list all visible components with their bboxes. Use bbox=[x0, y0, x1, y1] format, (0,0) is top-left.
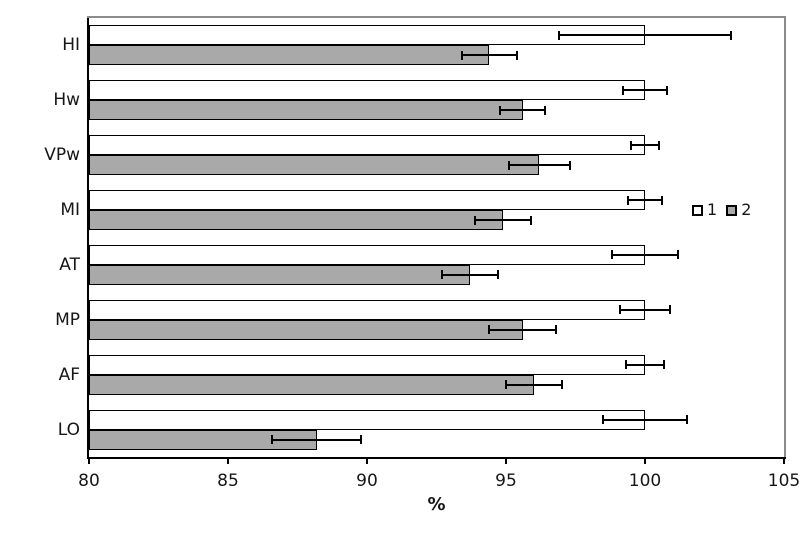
error-bar-cap bbox=[660, 195, 663, 205]
error-bar-cap bbox=[685, 415, 688, 425]
error-bar-cap bbox=[610, 250, 613, 260]
error-bar-cap bbox=[657, 140, 660, 150]
error-bar-line bbox=[461, 54, 518, 57]
error-bar-cap bbox=[677, 250, 680, 260]
error-bar-cap bbox=[555, 325, 558, 335]
error-bar-cap bbox=[516, 50, 519, 60]
x-axis-tick bbox=[783, 459, 785, 464]
error-bar-line bbox=[628, 199, 662, 202]
legend-label-series-1: 1 bbox=[707, 200, 718, 219]
error-bar-line bbox=[558, 34, 732, 37]
y-axis-label: LO bbox=[57, 419, 80, 440]
legend-item-series-1: 1 bbox=[692, 202, 717, 218]
error-bar-cap bbox=[488, 325, 491, 335]
bar bbox=[89, 80, 645, 101]
error-bar-cap bbox=[618, 305, 621, 315]
error-bar-cap bbox=[505, 380, 507, 390]
error-bar-cap bbox=[730, 30, 733, 40]
error-bar-line bbox=[622, 89, 668, 92]
bar bbox=[89, 264, 470, 285]
error-bar-cap bbox=[602, 415, 605, 425]
error-bar-cap bbox=[663, 360, 666, 370]
legend: 1 2 bbox=[692, 202, 751, 218]
bar bbox=[89, 354, 645, 375]
x-axis-title: % bbox=[427, 494, 446, 515]
bar bbox=[89, 190, 645, 211]
bar bbox=[89, 374, 534, 395]
x-tick-label: 105 bbox=[767, 471, 801, 491]
error-bar-cap bbox=[627, 195, 630, 205]
error-bar-line bbox=[500, 109, 545, 112]
x-tick-label: 95 bbox=[495, 471, 517, 491]
error-bar-cap bbox=[474, 215, 477, 225]
error-bar-cap bbox=[669, 305, 672, 315]
y-axis-label: AT bbox=[59, 254, 80, 275]
error-bar-cap bbox=[624, 360, 627, 370]
error-bar-line bbox=[611, 253, 679, 256]
plot-frame-top bbox=[87, 16, 786, 18]
error-bar-cap bbox=[630, 140, 633, 150]
legend-swatch-series-2 bbox=[726, 204, 738, 216]
x-axis-tick bbox=[227, 459, 229, 464]
error-bar-line bbox=[272, 438, 362, 441]
bar bbox=[89, 409, 645, 430]
bar bbox=[89, 319, 523, 340]
y-axis-label: AF bbox=[58, 364, 80, 385]
x-axis-tick bbox=[644, 459, 646, 464]
error-bar-cap bbox=[441, 270, 444, 280]
bar bbox=[89, 100, 523, 121]
x-tick-label: 80 bbox=[78, 471, 100, 491]
y-axis-label: Hw bbox=[53, 90, 80, 111]
x-axis-tick bbox=[366, 459, 368, 464]
error-bar-cap bbox=[666, 85, 669, 95]
error-bar-cap bbox=[568, 160, 571, 170]
error-bar-line bbox=[506, 383, 562, 386]
error-bar-cap bbox=[271, 435, 274, 445]
bar bbox=[89, 244, 645, 265]
error-bar-cap bbox=[499, 105, 502, 115]
error-bar-line bbox=[619, 308, 670, 311]
error-bar-line bbox=[475, 219, 531, 222]
plot-frame-right bbox=[784, 16, 786, 459]
error-bar-line bbox=[603, 418, 687, 421]
legend-label-series-2: 2 bbox=[741, 200, 752, 219]
error-bar-cap bbox=[543, 105, 546, 115]
error-bar-cap bbox=[557, 30, 560, 40]
y-axis-label: HI bbox=[62, 35, 80, 56]
y-axis-line bbox=[87, 18, 89, 459]
x-axis-line bbox=[87, 457, 786, 459]
bar bbox=[89, 135, 645, 156]
error-bar-cap bbox=[360, 435, 363, 445]
bar bbox=[89, 45, 490, 66]
error-bar-cap bbox=[507, 160, 510, 170]
error-bar-cap bbox=[530, 215, 533, 225]
error-bar-cap bbox=[460, 50, 463, 60]
legend-swatch-series-1 bbox=[692, 204, 703, 216]
error-bar-line bbox=[625, 363, 665, 366]
x-axis-tick bbox=[505, 459, 507, 464]
error-bar-line bbox=[508, 164, 570, 167]
x-tick-label: 90 bbox=[356, 471, 378, 491]
error-bar-line bbox=[631, 144, 659, 147]
x-axis-tick bbox=[88, 459, 90, 464]
error-bar-cap bbox=[621, 85, 624, 95]
error-bar-line bbox=[442, 273, 498, 276]
error-bar-cap bbox=[560, 380, 563, 390]
bar bbox=[89, 210, 504, 231]
y-axis-label: MP bbox=[55, 309, 80, 330]
error-bar-cap bbox=[496, 270, 499, 280]
y-axis-label: MI bbox=[60, 200, 80, 221]
x-tick-label: 100 bbox=[628, 471, 662, 491]
x-tick-label: 85 bbox=[217, 471, 239, 491]
y-axis-label: VPw bbox=[44, 145, 80, 166]
bar bbox=[89, 155, 540, 176]
legend-item-series-2: 2 bbox=[726, 202, 751, 218]
error-bar-line bbox=[489, 328, 557, 331]
bar bbox=[89, 299, 645, 320]
